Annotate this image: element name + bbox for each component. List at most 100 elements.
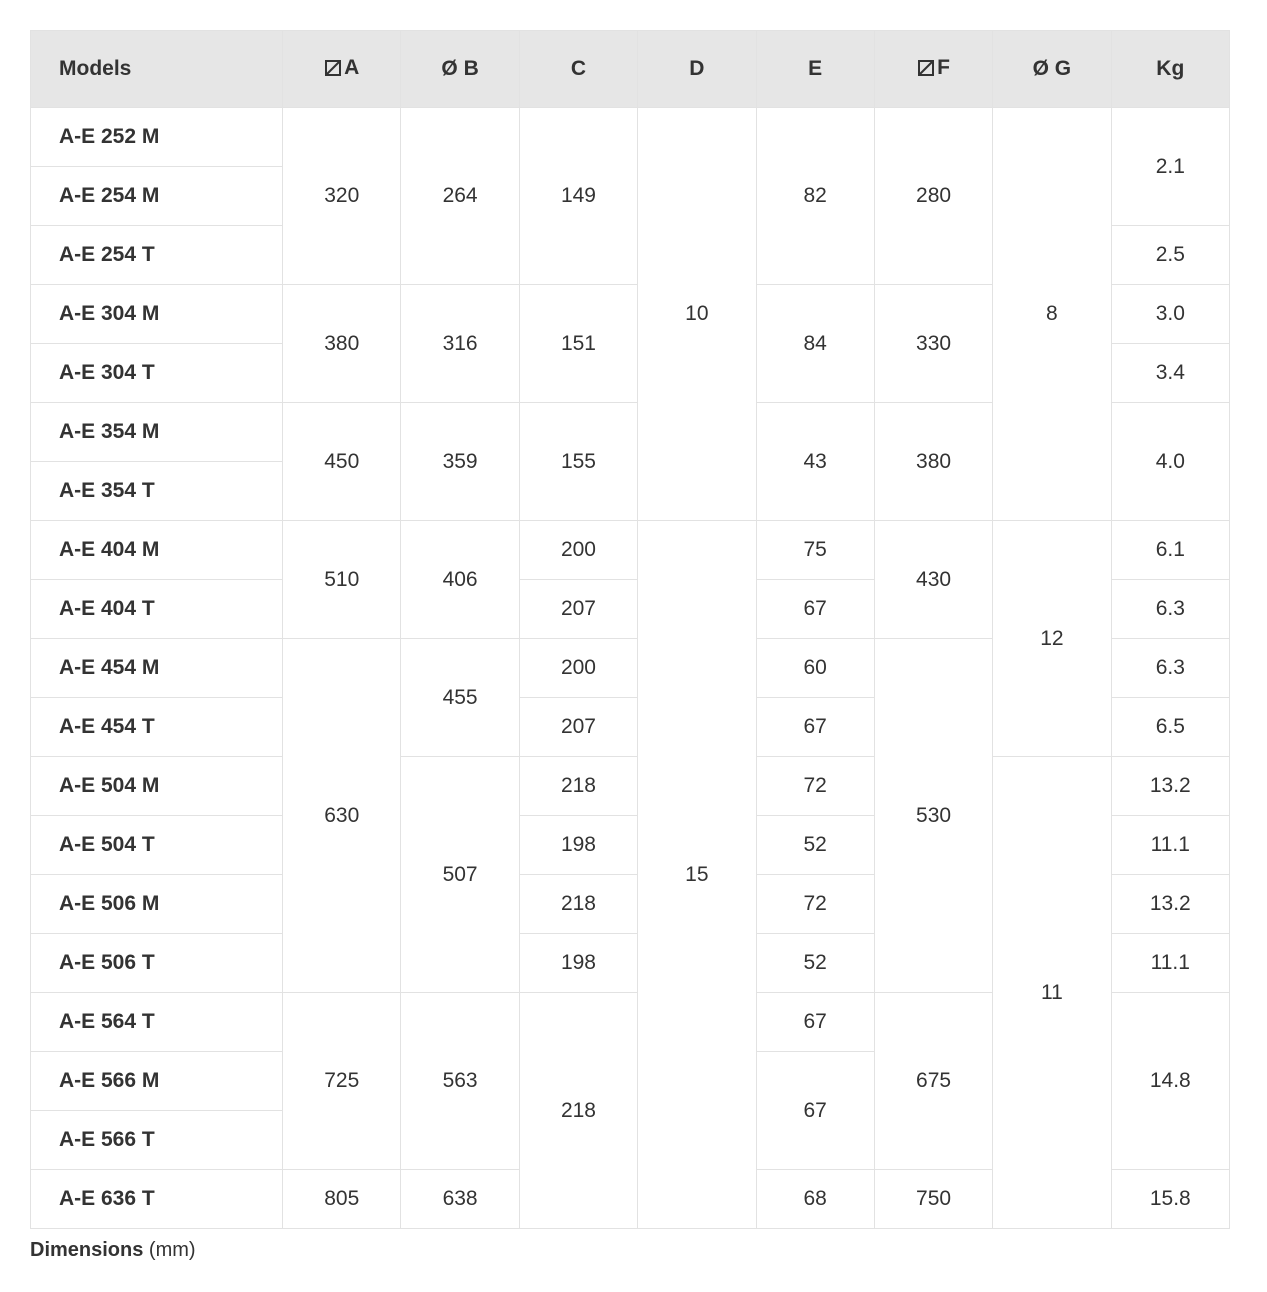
cell-kg: 3.4 — [1111, 344, 1229, 403]
col-header-d: D — [638, 31, 756, 108]
cell-kg: 13.2 — [1111, 757, 1229, 816]
cell-c: 218 — [519, 757, 637, 816]
cell-e: 67 — [756, 580, 874, 639]
cell-f: 330 — [874, 285, 992, 403]
cell-c: 155 — [519, 403, 637, 521]
cell-c: 207 — [519, 698, 637, 757]
cell-g: 8 — [993, 108, 1111, 521]
model-cell: A-E 354 T — [31, 462, 283, 521]
cell-kg: 6.3 — [1111, 639, 1229, 698]
cell-c: 200 — [519, 521, 637, 580]
col-header-e: E — [756, 31, 874, 108]
cell-kg: 3.0 — [1111, 285, 1229, 344]
cell-f: 530 — [874, 639, 992, 993]
table-row: A-E 252 M320264149108228082.1 — [31, 108, 1230, 167]
cell-g: 11 — [993, 757, 1111, 1229]
cell-b: 563 — [401, 993, 519, 1170]
cell-b: 359 — [401, 403, 519, 521]
cell-c: 198 — [519, 816, 637, 875]
cell-e: 52 — [756, 934, 874, 993]
cell-e: 72 — [756, 875, 874, 934]
cell-f: 430 — [874, 521, 992, 639]
cell-kg: 13.2 — [1111, 875, 1229, 934]
cell-g: 12 — [993, 521, 1111, 757]
cell-kg: 6.3 — [1111, 580, 1229, 639]
col-header-kg: Kg — [1111, 31, 1229, 108]
model-cell: A-E 404 T — [31, 580, 283, 639]
table-row: A-E 404 M5104062001575430126.1 — [31, 521, 1230, 580]
cell-kg: 6.5 — [1111, 698, 1229, 757]
cell-a: 450 — [283, 403, 401, 521]
cell-a: 380 — [283, 285, 401, 403]
model-cell: A-E 304 T — [31, 344, 283, 403]
cell-e: 72 — [756, 757, 874, 816]
cell-kg: 2.5 — [1111, 226, 1229, 285]
cell-e: 67 — [756, 1052, 874, 1170]
col-header-models: Models — [31, 31, 283, 108]
model-cell: A-E 304 M — [31, 285, 283, 344]
model-cell: A-E 504 M — [31, 757, 283, 816]
cell-f: 380 — [874, 403, 992, 521]
cell-kg: 15.8 — [1111, 1170, 1229, 1229]
square-slash-icon — [917, 59, 935, 77]
cell-e: 82 — [756, 108, 874, 285]
cell-f: 280 — [874, 108, 992, 285]
cell-kg: 2.1 — [1111, 108, 1229, 226]
cell-kg: 11.1 — [1111, 816, 1229, 875]
cell-kg: 4.0 — [1111, 403, 1229, 521]
cell-f: 675 — [874, 993, 992, 1170]
cell-a: 630 — [283, 639, 401, 993]
col-header-f-label: F — [937, 56, 950, 80]
model-cell: A-E 564 T — [31, 993, 283, 1052]
col-header-a-label: A — [344, 56, 359, 80]
dimensions-table: Models A Ø B C D E — [30, 30, 1230, 1229]
cell-c: 198 — [519, 934, 637, 993]
table-caption: Dimensions (mm) — [30, 1239, 1230, 1262]
cell-d: 10 — [638, 108, 756, 521]
model-cell: A-E 636 T — [31, 1170, 283, 1229]
col-header-f: F — [874, 31, 992, 108]
col-header-b: Ø B — [401, 31, 519, 108]
cell-b: 507 — [401, 757, 519, 993]
cell-c: 200 — [519, 639, 637, 698]
table-header-row: Models A Ø B C D E — [31, 31, 1230, 108]
cell-e: 68 — [756, 1170, 874, 1229]
cell-a: 510 — [283, 521, 401, 639]
col-header-a: A — [283, 31, 401, 108]
model-cell: A-E 566 T — [31, 1111, 283, 1170]
cell-c: 151 — [519, 285, 637, 403]
caption-bold: Dimensions — [30, 1239, 143, 1261]
cell-b: 638 — [401, 1170, 519, 1229]
cell-d: 15 — [638, 521, 756, 1229]
model-cell: A-E 454 T — [31, 698, 283, 757]
cell-c: 207 — [519, 580, 637, 639]
cell-e: 84 — [756, 285, 874, 403]
square-slash-icon — [324, 59, 342, 77]
cell-c: 218 — [519, 993, 637, 1229]
model-cell: A-E 254 T — [31, 226, 283, 285]
cell-e: 52 — [756, 816, 874, 875]
cell-kg: 14.8 — [1111, 993, 1229, 1170]
cell-kg: 11.1 — [1111, 934, 1229, 993]
table-row: A-E 504 M507218721113.2 — [31, 757, 1230, 816]
cell-c: 149 — [519, 108, 637, 285]
col-header-c: C — [519, 31, 637, 108]
cell-e: 67 — [756, 698, 874, 757]
cell-a: 320 — [283, 108, 401, 285]
caption-rest: (mm) — [143, 1239, 195, 1261]
cell-c: 218 — [519, 875, 637, 934]
model-cell: A-E 506 T — [31, 934, 283, 993]
model-cell: A-E 404 M — [31, 521, 283, 580]
cell-b: 455 — [401, 639, 519, 757]
cell-a: 725 — [283, 993, 401, 1170]
model-cell: A-E 254 M — [31, 167, 283, 226]
cell-b: 406 — [401, 521, 519, 639]
cell-e: 75 — [756, 521, 874, 580]
model-cell: A-E 566 M — [31, 1052, 283, 1111]
cell-b: 316 — [401, 285, 519, 403]
cell-a: 805 — [283, 1170, 401, 1229]
cell-e: 60 — [756, 639, 874, 698]
model-cell: A-E 506 M — [31, 875, 283, 934]
model-cell: A-E 504 T — [31, 816, 283, 875]
cell-e: 67 — [756, 993, 874, 1052]
